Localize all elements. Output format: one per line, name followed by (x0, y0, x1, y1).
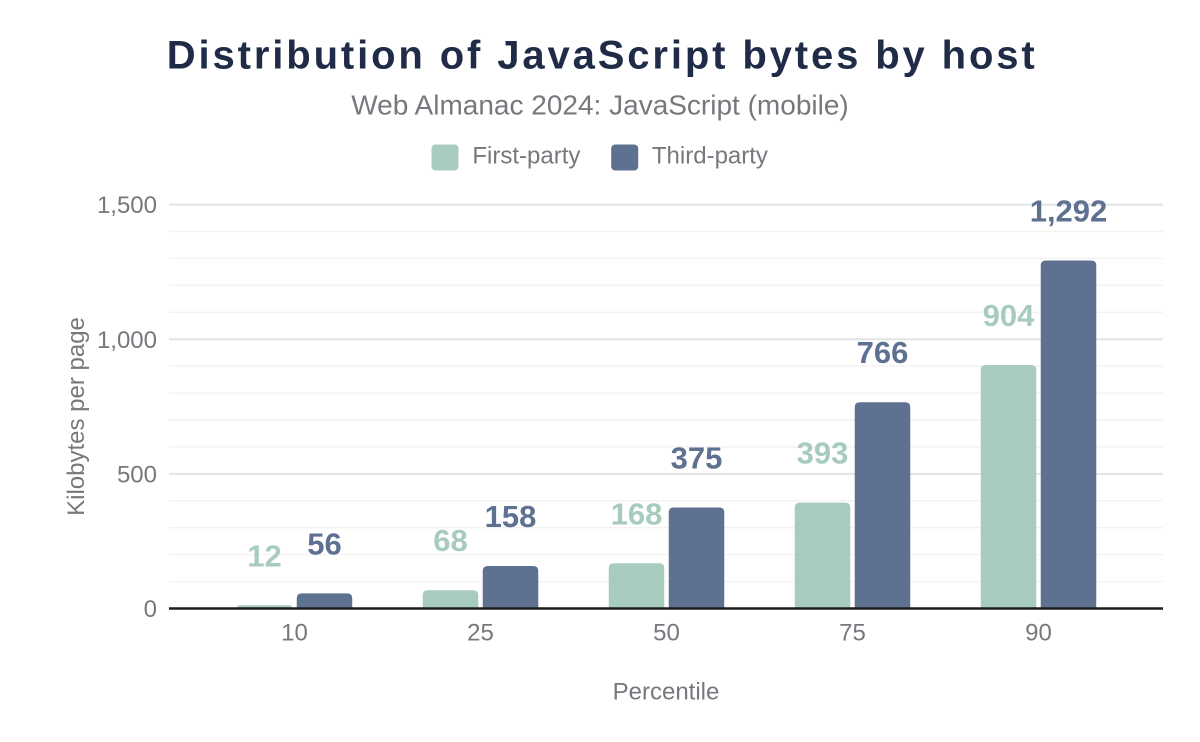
svg-text:First-party: First-party (472, 143, 580, 170)
svg-text:12: 12 (247, 538, 281, 573)
svg-text:Third-party: Third-party (652, 143, 768, 170)
svg-text:25: 25 (467, 620, 494, 647)
svg-text:168: 168 (611, 496, 663, 531)
svg-text:Web Almanac 2024: JavaScript (: Web Almanac 2024: JavaScript (mobile) (351, 90, 849, 121)
svg-text:1,500: 1,500 (97, 192, 157, 219)
svg-text:75: 75 (839, 620, 866, 647)
svg-text:158: 158 (485, 499, 537, 534)
svg-text:393: 393 (797, 436, 849, 471)
svg-text:10: 10 (281, 620, 308, 647)
svg-text:1,292: 1,292 (1030, 194, 1108, 229)
svg-text:1,000: 1,000 (97, 327, 157, 354)
svg-text:68: 68 (433, 523, 467, 558)
svg-text:0: 0 (144, 596, 157, 623)
svg-text:375: 375 (671, 441, 723, 476)
svg-text:50: 50 (653, 620, 680, 647)
svg-text:500: 500 (117, 462, 157, 489)
svg-text:Percentile: Percentile (613, 678, 720, 705)
svg-text:90: 90 (1025, 620, 1052, 647)
svg-text:Distribution of JavaScript byt: Distribution of JavaScript bytes by host (167, 34, 1038, 78)
svg-text:56: 56 (307, 526, 341, 561)
svg-text:904: 904 (983, 298, 1035, 333)
svg-text:Kilobytes per page: Kilobytes per page (63, 317, 90, 516)
svg-text:766: 766 (857, 335, 909, 370)
